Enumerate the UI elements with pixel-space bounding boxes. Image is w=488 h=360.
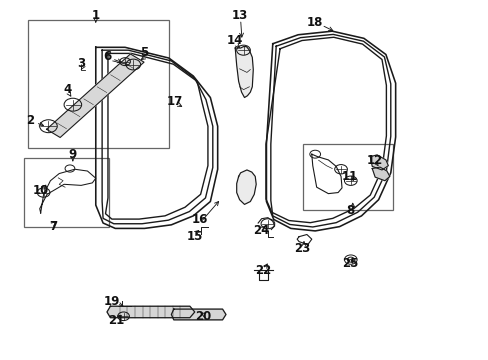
Text: 5: 5: [140, 46, 148, 59]
Polygon shape: [369, 155, 387, 170]
Polygon shape: [236, 170, 256, 204]
Text: 14: 14: [226, 33, 243, 47]
Text: 16: 16: [191, 213, 207, 226]
Text: 1: 1: [92, 9, 100, 22]
Text: 18: 18: [306, 16, 323, 29]
Text: 6: 6: [102, 50, 111, 63]
Text: 22: 22: [254, 264, 271, 277]
Bar: [27, 21, 168, 148]
Bar: [24, 158, 109, 226]
Text: 10: 10: [33, 184, 49, 197]
Text: 4: 4: [64, 83, 72, 96]
Text: 13: 13: [231, 9, 247, 22]
Text: 12: 12: [366, 154, 383, 167]
Polygon shape: [46, 54, 144, 138]
Polygon shape: [107, 306, 194, 318]
Polygon shape: [235, 46, 253, 98]
Text: 25: 25: [342, 257, 358, 270]
Text: 9: 9: [69, 148, 77, 161]
Text: 20: 20: [195, 310, 211, 324]
Text: 8: 8: [346, 204, 354, 217]
Text: 19: 19: [103, 295, 120, 308]
Text: 21: 21: [108, 314, 124, 327]
Text: 11: 11: [341, 170, 357, 183]
Bar: [303, 144, 392, 211]
Text: 17: 17: [167, 95, 183, 108]
Polygon shape: [171, 309, 225, 320]
Text: 3: 3: [77, 57, 85, 70]
Text: 2: 2: [26, 114, 34, 127]
Text: 23: 23: [293, 242, 309, 255]
Text: 7: 7: [49, 220, 57, 233]
Text: 15: 15: [186, 230, 203, 243]
Polygon shape: [371, 167, 389, 181]
Text: 24: 24: [253, 224, 269, 238]
